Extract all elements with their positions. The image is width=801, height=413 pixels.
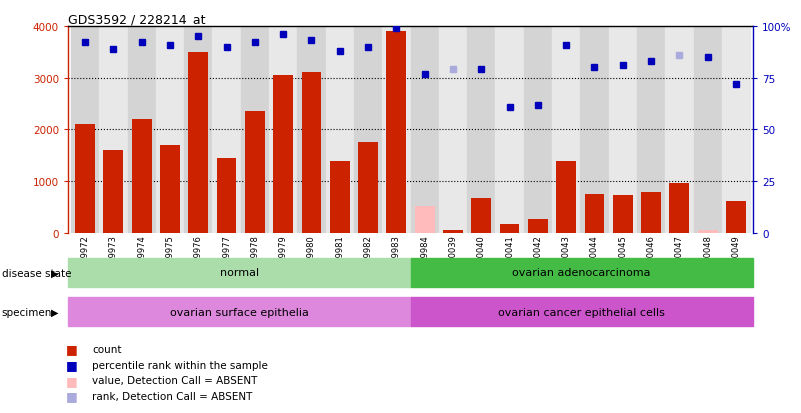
Text: ovarian surface epithelia: ovarian surface epithelia (170, 307, 308, 317)
Bar (500, 224, 520, 233)
Text: specimen: specimen (2, 307, 52, 317)
Bar (330, 162, 350, 233)
Bar (68, 297, 410, 326)
Text: rank, Detection Call = ABSENT: rank, Detection Call = ABSENT (92, 391, 252, 401)
Text: value, Detection Call = ABSENT: value, Detection Call = ABSENT (92, 375, 257, 385)
Bar (443, 230, 463, 233)
Bar (471, 198, 491, 233)
Text: ovarian adenocarcinoma: ovarian adenocarcinoma (513, 268, 651, 278)
Text: ovarian cancer epithelial cells: ovarian cancer epithelial cells (498, 307, 665, 317)
Bar (665, 27, 694, 233)
Bar (609, 27, 637, 233)
Bar (410, 297, 753, 326)
Bar (726, 201, 746, 233)
Bar (188, 52, 208, 233)
Text: percentile rank within the sample: percentile rank within the sample (92, 360, 268, 370)
Bar (585, 194, 605, 233)
Text: ▶: ▶ (51, 307, 58, 317)
Bar (160, 145, 180, 233)
Text: ▶: ▶ (51, 268, 58, 278)
Text: ■: ■ (66, 374, 78, 387)
Bar (410, 27, 439, 233)
Text: disease state: disease state (2, 268, 71, 278)
Bar (415, 206, 435, 233)
Bar (241, 27, 269, 233)
Bar (637, 27, 665, 233)
Bar (386, 32, 406, 233)
Bar (216, 159, 236, 233)
Bar (127, 27, 156, 233)
Bar (670, 184, 690, 233)
Bar (273, 76, 293, 233)
Bar (68, 258, 410, 287)
Bar (524, 27, 552, 233)
Bar (698, 230, 718, 233)
Bar (75, 125, 95, 233)
Bar (556, 162, 576, 233)
Bar (358, 143, 378, 233)
Bar (722, 27, 750, 233)
Bar (439, 27, 467, 233)
Bar (528, 220, 548, 233)
Bar (156, 27, 184, 233)
Bar (580, 27, 609, 233)
Bar (269, 27, 297, 233)
Bar (694, 27, 722, 233)
Bar (301, 73, 321, 233)
Bar (641, 192, 661, 233)
Text: ■: ■ (66, 342, 78, 356)
Bar (99, 27, 127, 233)
Bar (354, 27, 382, 233)
Text: count: count (92, 344, 122, 354)
Bar (103, 151, 123, 233)
Text: ■: ■ (66, 358, 78, 371)
Bar (245, 112, 265, 233)
Bar (382, 27, 410, 233)
Bar (495, 27, 524, 233)
Bar (184, 27, 212, 233)
Text: normal: normal (219, 268, 259, 278)
Bar (552, 27, 580, 233)
Bar (212, 27, 241, 233)
Text: ■: ■ (66, 389, 78, 403)
Bar (410, 258, 753, 287)
Text: GDS3592 / 228214_at: GDS3592 / 228214_at (68, 13, 206, 26)
Bar (71, 27, 99, 233)
Bar (613, 196, 633, 233)
Bar (131, 120, 151, 233)
Bar (326, 27, 354, 233)
Bar (467, 27, 495, 233)
Bar (297, 27, 326, 233)
